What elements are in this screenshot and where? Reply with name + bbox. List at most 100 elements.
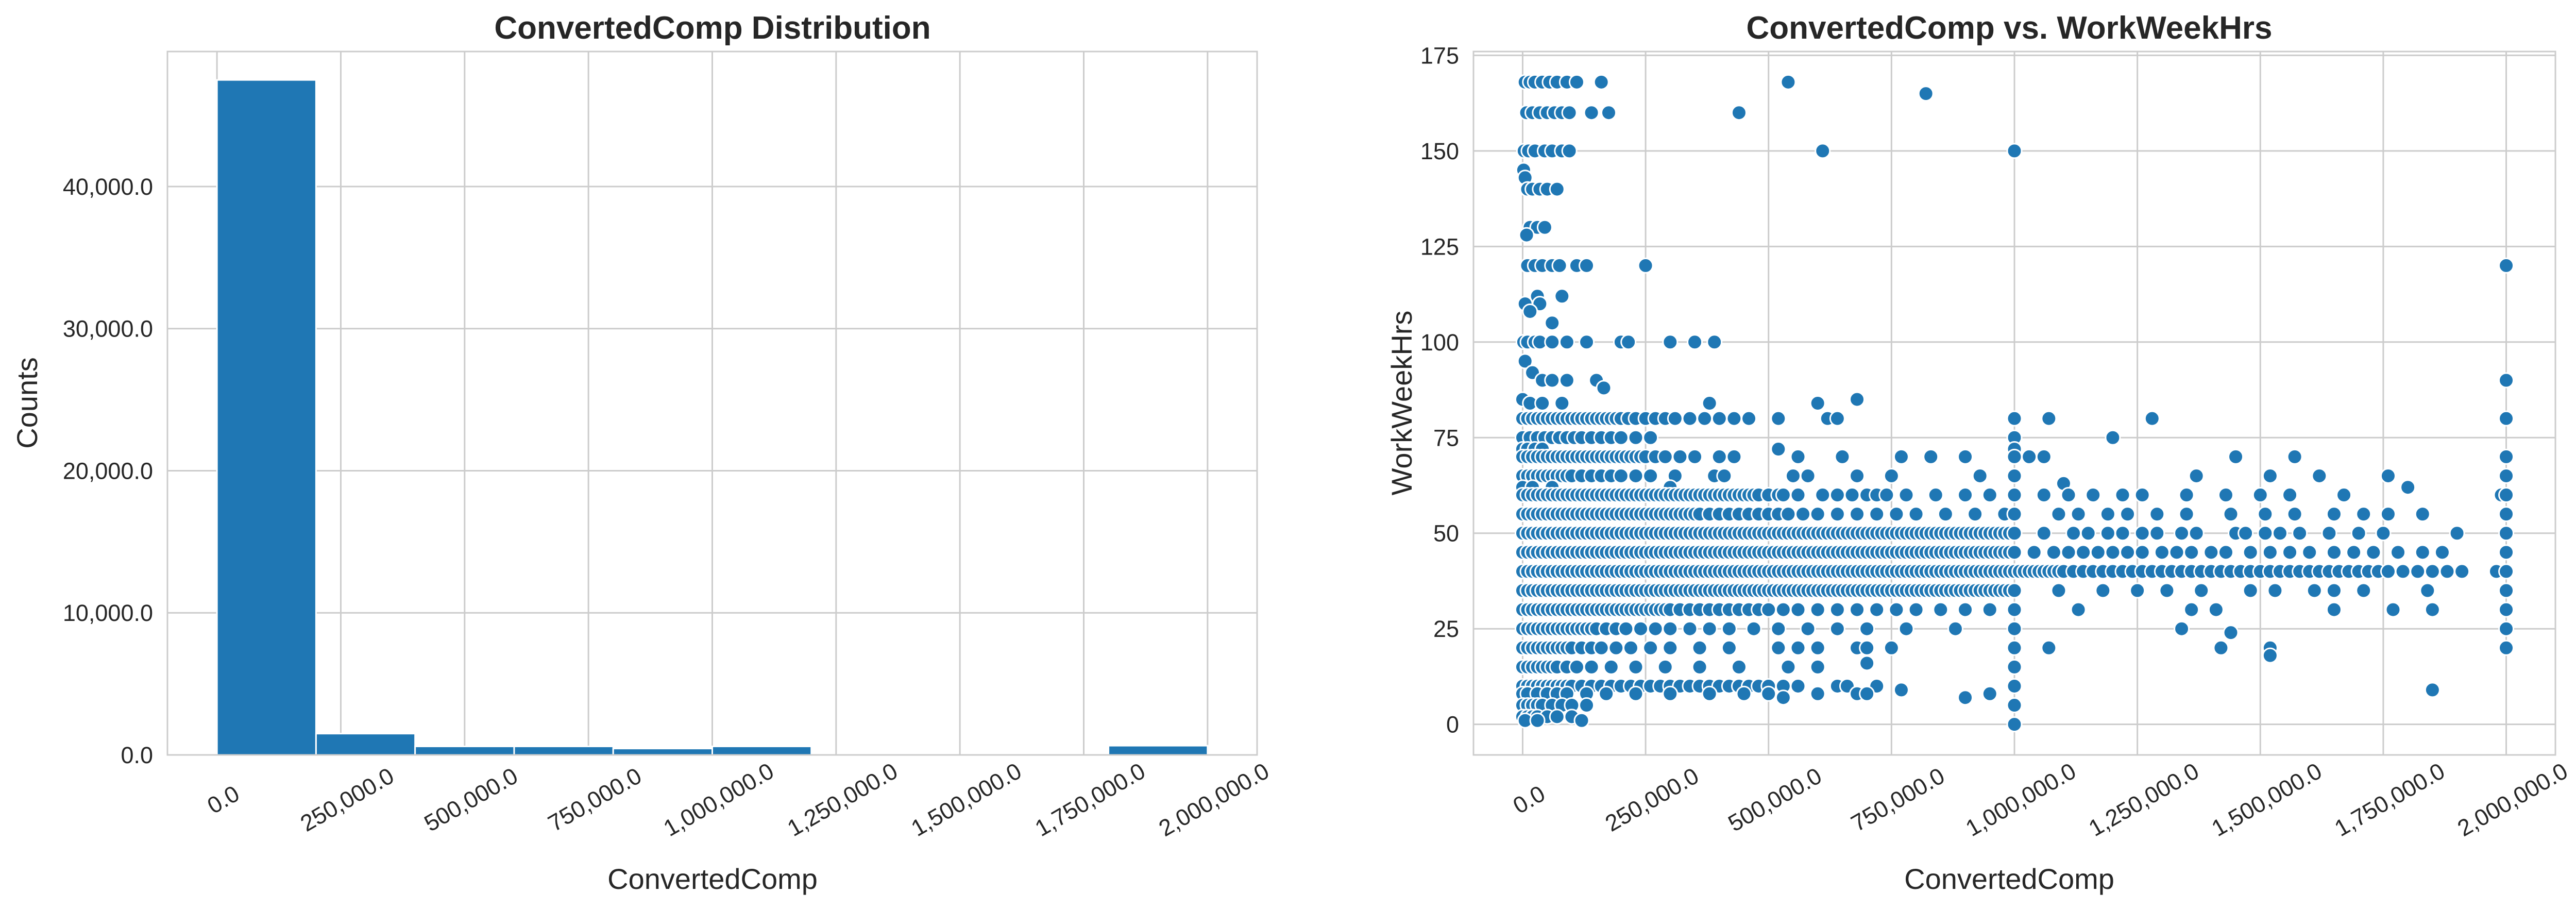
scatter-point bbox=[1790, 678, 1806, 694]
scatter-point bbox=[1780, 659, 1797, 675]
scatter-point bbox=[2350, 525, 2367, 542]
scatter-point bbox=[2292, 525, 2308, 542]
scatter-points bbox=[1514, 74, 2515, 733]
scatter-point bbox=[1844, 487, 1860, 503]
scatter-point bbox=[1849, 601, 1866, 618]
scatter-point bbox=[2006, 620, 2023, 637]
scatter-point bbox=[1522, 303, 1538, 319]
scatter-point bbox=[1933, 601, 1949, 618]
scatter-point bbox=[1736, 685, 1752, 702]
scatter-point bbox=[1603, 659, 1619, 675]
scatter-point bbox=[1898, 620, 1914, 637]
scatter-point bbox=[1518, 227, 1535, 243]
scatter-point bbox=[1859, 639, 1875, 656]
scatter-point bbox=[1927, 487, 1944, 503]
scatter-point bbox=[2168, 544, 2185, 561]
scatter-point bbox=[1558, 372, 1575, 389]
scatter-point bbox=[2050, 506, 2067, 523]
scatter-point bbox=[2419, 582, 2436, 599]
scatter-point bbox=[2454, 563, 2470, 580]
scatter-point bbox=[2060, 544, 2077, 561]
scatter-point bbox=[1672, 448, 1688, 465]
scatter-point bbox=[2326, 601, 2342, 618]
scatter-point bbox=[1662, 620, 1679, 637]
histogram-bar bbox=[216, 79, 317, 756]
scatter-point bbox=[2282, 487, 2298, 503]
scatter-point bbox=[2272, 525, 2288, 542]
scatter-point bbox=[2144, 410, 2160, 427]
scatter-point bbox=[1579, 257, 1595, 274]
scatter-point bbox=[1849, 391, 1866, 408]
scatter-point bbox=[1775, 487, 1791, 503]
scatter-point bbox=[1829, 620, 1845, 637]
scatter-point bbox=[2036, 448, 2052, 465]
scatter-point bbox=[1608, 639, 1624, 656]
scatter-point bbox=[1859, 655, 1875, 671]
scatter-point bbox=[1647, 620, 1664, 637]
scatter-point bbox=[2149, 525, 2165, 542]
scatter-point bbox=[2267, 582, 2283, 599]
scatter-point bbox=[1888, 506, 1905, 523]
scatter-point bbox=[1682, 620, 1698, 637]
scatter-point bbox=[2306, 582, 2323, 599]
scatter-point bbox=[2410, 563, 2426, 580]
scatter-point bbox=[1691, 659, 1708, 675]
scatter-point bbox=[1760, 601, 1777, 618]
scatter-point bbox=[1957, 689, 1974, 706]
scatter-point bbox=[2120, 544, 2136, 561]
scatter-point bbox=[2385, 601, 2401, 618]
scatter-point bbox=[1628, 467, 1644, 484]
scatter-point bbox=[2286, 448, 2303, 465]
scatter-point bbox=[2070, 601, 2087, 618]
scatter-point bbox=[2006, 678, 2023, 694]
scatter-y-tick-labels: 0 25 50 75 100 125 150 175 bbox=[1420, 42, 1459, 737]
scatter-point bbox=[2006, 448, 2023, 465]
scatter-point bbox=[2006, 601, 2023, 618]
scatter-point bbox=[1628, 659, 1644, 675]
scatter-point bbox=[2006, 410, 2023, 427]
scatter-point bbox=[1829, 410, 1845, 427]
scatter-point bbox=[2301, 544, 2318, 561]
scatter-point bbox=[1918, 86, 1934, 102]
scatter-point bbox=[1711, 410, 1727, 427]
scatter-point bbox=[1620, 334, 1637, 350]
scatter-point bbox=[1972, 467, 1988, 484]
scatter-point bbox=[2006, 467, 2023, 484]
scatter-y-axis-label: WorkWeekHrs bbox=[1385, 311, 1418, 496]
scatter-point bbox=[1800, 620, 1816, 637]
scatter-point bbox=[1775, 601, 1791, 618]
scatter-point bbox=[2498, 410, 2515, 427]
histogram-x-axis-label: ConvertedComp bbox=[607, 863, 818, 895]
scatter-y-tick-label: 25 bbox=[1433, 616, 1459, 642]
scatter-point bbox=[2498, 487, 2515, 503]
scatter-point bbox=[1869, 601, 1885, 618]
scatter-point bbox=[2355, 506, 2372, 523]
scatter-point bbox=[2006, 506, 2023, 523]
scatter-point bbox=[1687, 448, 1703, 465]
scatter-point bbox=[1642, 639, 1659, 656]
scatter-point bbox=[2060, 487, 2077, 503]
scatter-point bbox=[2105, 429, 2121, 446]
histogram-bar bbox=[414, 745, 515, 756]
scatter-point bbox=[1642, 429, 1659, 446]
scatter-point bbox=[1596, 380, 1612, 396]
scatter-y-tick-label: 0 bbox=[1446, 712, 1459, 738]
scatter-point bbox=[1770, 620, 1787, 637]
scatter-point bbox=[1549, 181, 1565, 197]
scatter-point bbox=[2174, 525, 2190, 542]
scatter-point bbox=[2498, 620, 2515, 637]
scatter-point bbox=[2105, 544, 2121, 561]
scatter-point bbox=[2498, 506, 2515, 523]
scatter-point bbox=[1760, 685, 1777, 702]
scatter-point bbox=[1726, 448, 1742, 465]
scatter-point bbox=[2090, 544, 2106, 561]
scatter-point bbox=[1691, 639, 1708, 656]
scatter-point bbox=[1957, 448, 1974, 465]
scatter-point bbox=[2498, 372, 2515, 389]
scatter-point bbox=[2178, 506, 2195, 523]
scatter-point bbox=[2380, 563, 2396, 580]
scatter-point bbox=[1745, 620, 1762, 637]
scatter-point bbox=[2006, 639, 2023, 656]
scatter-point bbox=[1834, 448, 1851, 465]
scatter-point bbox=[1633, 620, 1649, 637]
